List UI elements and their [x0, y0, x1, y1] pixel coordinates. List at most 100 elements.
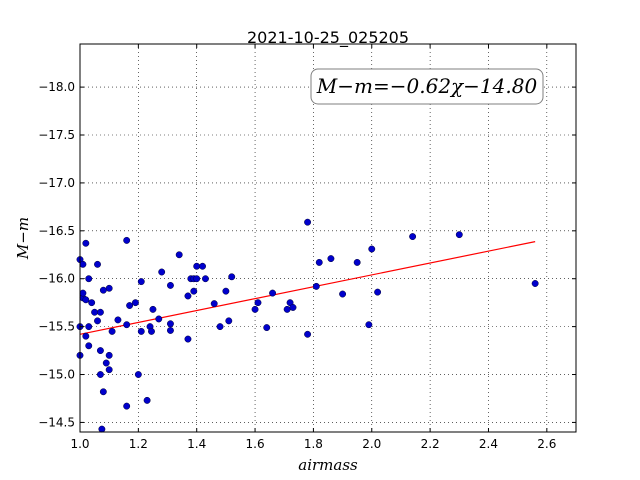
y-tick-label: −17.0 — [38, 176, 75, 190]
data-point — [148, 327, 155, 335]
y-tick-label: −15.5 — [38, 320, 75, 334]
data-point — [143, 396, 151, 404]
data-point — [289, 304, 297, 311]
data-point — [216, 323, 224, 331]
data-point — [85, 323, 93, 331]
fit-line — [79, 241, 536, 335]
data-point — [79, 289, 87, 297]
data-point — [102, 359, 110, 367]
data-point — [126, 302, 134, 309]
x-tick-label: 1.2 — [129, 437, 148, 451]
data-point — [123, 236, 131, 244]
data-point — [105, 351, 113, 359]
x-tick-label: 2.4 — [479, 437, 498, 451]
data-point — [94, 260, 101, 268]
plot-frame — [79, 43, 577, 433]
data-point — [327, 255, 335, 263]
x-tick-label: 2.6 — [537, 437, 556, 451]
data-point — [96, 347, 104, 355]
data-point — [269, 289, 277, 297]
data-point — [365, 321, 373, 329]
data-point — [166, 320, 174, 328]
equation-label: M−m=−0.62χ−14.80 — [316, 74, 538, 98]
y-tick-label: −16.0 — [38, 272, 75, 286]
data-point — [96, 371, 104, 378]
data-point — [315, 258, 323, 266]
data-point — [263, 324, 271, 332]
data-point — [85, 342, 93, 350]
data-point — [105, 284, 113, 292]
data-point — [88, 299, 96, 307]
data-point — [137, 327, 145, 335]
x-tick-label: 1.0 — [70, 437, 89, 451]
data-point — [94, 317, 101, 325]
data-point — [175, 251, 183, 259]
y-axis-label: M−m — [14, 217, 32, 260]
y-tick-label: −16.5 — [38, 224, 75, 238]
data-point — [374, 288, 382, 296]
data-point — [82, 239, 90, 247]
data-point — [531, 280, 539, 287]
data-point — [82, 332, 90, 340]
data-point — [353, 258, 361, 266]
data-point — [202, 275, 209, 283]
x-axis-label: airmass — [298, 456, 358, 474]
y-tick-label: −18.0 — [38, 80, 75, 94]
data-point — [99, 388, 107, 396]
data-point — [184, 292, 192, 300]
data-point — [114, 316, 122, 324]
y-tick-label: −17.5 — [38, 128, 75, 142]
data-point — [339, 290, 347, 298]
data-point — [312, 282, 320, 290]
data-point — [254, 299, 262, 307]
x-tick-label: 2.2 — [421, 437, 440, 451]
data-point — [210, 300, 218, 308]
data-point — [108, 327, 116, 335]
fit-line-group — [79, 241, 536, 335]
y-tick-label: −15.0 — [38, 368, 75, 382]
data-point — [190, 287, 198, 295]
data-point — [184, 335, 192, 343]
data-point — [193, 275, 201, 283]
x-tick-label: 1.4 — [187, 437, 206, 451]
data-point — [131, 299, 139, 307]
data-point — [228, 273, 236, 281]
data-point — [105, 366, 113, 374]
x-tick-label: 1.6 — [246, 437, 265, 451]
data-point — [79, 260, 87, 268]
data-point — [155, 315, 163, 323]
data-point — [368, 245, 376, 253]
equation-box: M−m=−0.62χ−14.80 — [310, 68, 544, 105]
data-point — [158, 268, 166, 276]
data-point — [149, 305, 157, 313]
x-tick-label: 2.0 — [362, 437, 381, 451]
data-point — [222, 287, 230, 295]
data-point — [251, 305, 259, 313]
data-point — [166, 326, 174, 334]
data-point — [304, 330, 312, 338]
data-point — [193, 262, 201, 270]
data-point — [283, 305, 291, 313]
data-point — [98, 425, 106, 433]
data-point — [82, 296, 90, 304]
data-point — [91, 308, 99, 316]
x-tick-label: 1.8 — [304, 437, 323, 451]
data-point — [123, 321, 131, 329]
data-point — [123, 402, 131, 410]
data-point — [225, 317, 233, 325]
data-point — [96, 308, 104, 316]
data-point — [455, 231, 463, 239]
data-point — [199, 262, 206, 270]
equation-box-frame — [310, 68, 544, 105]
chart-title: 2021-10-25_025205 — [247, 28, 409, 48]
data-point — [85, 275, 93, 283]
data-point — [166, 281, 174, 289]
axis-ticks: 1.0 1.2 1.4 1.6 1.8 2.0 2.2 2.4 2.6 −14.5 −15.0 −15… — [38, 44, 576, 451]
data-point — [99, 286, 107, 294]
y-tick-label: −14.5 — [38, 415, 75, 429]
data-point — [137, 278, 145, 286]
data-point — [304, 218, 312, 226]
data-points — [76, 218, 539, 433]
data-point — [409, 233, 417, 241]
